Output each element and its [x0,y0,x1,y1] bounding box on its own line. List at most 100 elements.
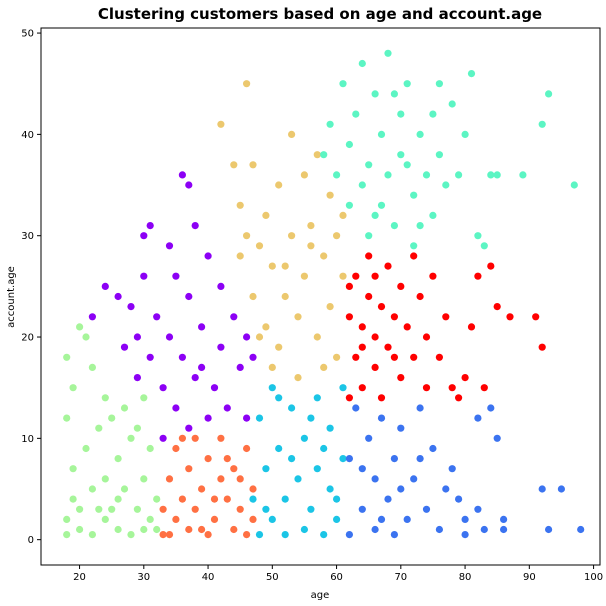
x-tick-label: 70 [394,572,407,583]
data-point [281,531,289,539]
data-point [487,404,495,412]
data-point [230,313,238,321]
data-point [159,531,167,539]
data-point [377,201,386,209]
data-point [474,414,482,422]
y-tick-label: 0 [28,535,34,546]
data-point [262,323,270,331]
data-point [345,531,353,539]
data-point [371,90,379,98]
data-point [320,444,328,453]
data-point [217,343,225,351]
data-point [88,531,96,539]
points-layer [63,49,585,539]
data-point [448,465,456,473]
data-point [172,444,180,453]
data-point [390,353,398,361]
data-point [371,363,379,371]
y-tick-label: 50 [21,29,34,40]
data-point [243,531,251,539]
data-point [69,495,77,503]
data-point [262,505,270,513]
data-point [307,242,315,250]
y-axis-label: account.age [6,266,17,328]
y-tick-label: 30 [21,231,34,242]
data-point [345,394,353,402]
data-point [140,525,148,534]
data-point [204,531,212,539]
data-point [249,515,257,524]
data-point [88,313,96,321]
data-point [185,181,193,189]
data-point [384,495,392,503]
data-point [326,120,334,128]
data-point [95,424,103,432]
data-point [442,181,450,189]
data-point [487,262,495,270]
data-point [217,120,225,128]
data-point [101,282,109,290]
data-point [506,313,514,321]
data-point [474,272,482,280]
data-point [339,80,347,88]
data-point [198,363,206,371]
data-point [519,171,527,179]
data-point [101,515,109,524]
data-point [76,505,84,513]
data-point [358,323,366,331]
data-point [230,161,238,169]
data-point [146,444,154,453]
plot-frame [40,27,601,566]
data-point [371,475,379,483]
data-point [95,505,103,513]
data-point [410,353,418,361]
data-point [377,515,386,524]
x-tick-label: 100 [584,572,603,583]
data-point [345,201,353,209]
data-point [165,475,174,483]
data-point [204,455,212,463]
data-point [365,161,373,169]
data-point [153,525,161,534]
data-point [281,292,289,301]
data-point [288,455,296,463]
data-point [377,414,386,422]
data-point [178,171,186,179]
data-point [422,505,431,513]
data-point [442,313,450,321]
data-point [397,485,405,493]
data-point [204,252,212,260]
data-point [101,394,109,402]
data-point [300,434,308,442]
data-point [185,525,193,534]
data-point [345,455,353,463]
data-point [313,394,321,402]
data-point [307,414,315,422]
data-point [114,495,122,503]
data-point [410,242,418,250]
data-point [480,242,488,250]
data-point [127,434,135,442]
data-point [243,80,251,88]
data-point [455,394,463,402]
x-tick-label: 90 [523,572,536,583]
data-point [403,80,411,88]
data-point [352,272,360,280]
data-point [140,394,148,402]
data-point [313,465,321,473]
data-point [352,353,360,361]
x-tick-label: 50 [266,572,279,583]
data-point [390,90,398,98]
data-point [410,191,418,199]
data-point [570,181,578,189]
data-point [313,333,321,341]
data-point [429,211,437,219]
data-point [255,333,264,341]
data-point [333,495,341,503]
data-point [140,232,148,240]
data-point [307,222,315,230]
data-point [358,59,366,68]
data-point [371,525,379,534]
data-point [416,130,424,138]
data-point [198,485,206,493]
